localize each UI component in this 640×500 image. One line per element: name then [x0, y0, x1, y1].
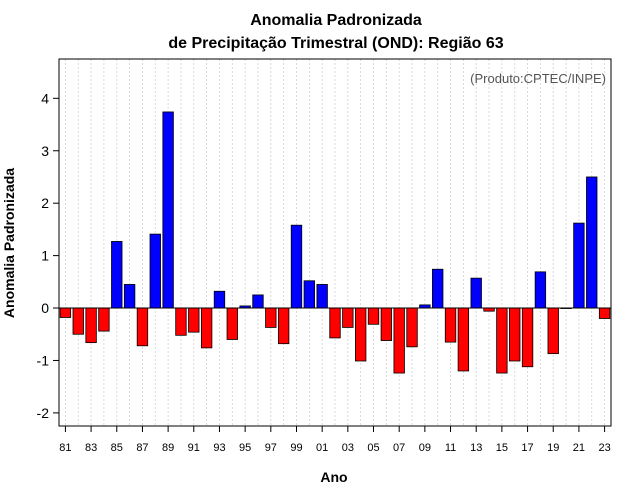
bar-2016	[509, 307, 521, 362]
bar-2003	[342, 307, 354, 328]
bar-1991	[188, 307, 200, 333]
x-tick-label: 93	[213, 442, 225, 454]
bar-1985	[111, 241, 123, 309]
bar-2013	[470, 277, 482, 309]
bar-1987	[136, 307, 149, 347]
x-tick-label: 91	[188, 442, 200, 454]
bar-2008	[406, 307, 418, 348]
grid-lines	[65, 59, 605, 426]
bar-1998	[277, 307, 290, 345]
bar-1982	[72, 307, 84, 335]
x-tick-label: 17	[521, 442, 533, 454]
chart-title: Anomalia Padronizada	[250, 12, 422, 29]
x-tick-label: 23	[598, 442, 610, 454]
y-tick-label: 4	[41, 90, 49, 106]
x-tick-label: 19	[547, 442, 559, 454]
bar-1983	[85, 307, 97, 344]
bar-2015	[496, 307, 508, 374]
x-axis: 81 83 85 87 89 91 93 95 97 99 01 03 05 07 09 11 13 15 17 19…	[59, 426, 611, 454]
y-axis: -2 -1 0 1 2 3 4	[37, 90, 59, 421]
bar-1986	[123, 284, 136, 309]
x-tick-label: 95	[239, 442, 251, 454]
x-tick-label: 01	[316, 442, 328, 454]
bar-1984	[98, 307, 110, 332]
bar-1992	[200, 307, 213, 349]
y-tick-label: -1	[37, 352, 50, 368]
y-tick-label: 2	[41, 195, 49, 211]
bar-2012	[457, 307, 470, 372]
x-tick-label: 13	[470, 442, 482, 454]
x-tick-label: 11	[445, 442, 456, 454]
chart-subtitle: de Precipitação Trimestral (OND): Região…	[168, 35, 503, 52]
x-tick-label: 89	[162, 442, 174, 454]
x-tick-label: 83	[85, 442, 97, 454]
x-tick-label: 03	[342, 442, 354, 454]
bar-2000	[303, 280, 315, 309]
bar-2023	[598, 307, 611, 319]
y-tick-label: 1	[41, 248, 49, 264]
bar-1993	[213, 290, 226, 309]
x-tick-label: 99	[290, 442, 302, 454]
x-axis-title: Ano	[320, 469, 347, 485]
bar-1981	[59, 307, 72, 318]
y-tick-label: 0	[41, 300, 49, 316]
bar-2019	[547, 307, 559, 355]
x-tick-label: 07	[393, 442, 405, 454]
plot-frame	[58, 58, 612, 427]
bar-2011	[444, 307, 457, 343]
bar-1994	[226, 307, 238, 340]
y-tick-label: -2	[37, 405, 50, 421]
credit-text: (Produto:CPTEC/INPE)	[470, 71, 606, 86]
bar-1999	[290, 224, 303, 309]
y-tick-label: 3	[41, 143, 49, 159]
x-tick-label: 21	[573, 442, 585, 454]
bar-2010	[432, 268, 444, 309]
y-axis-title: Anomalia Padronizada	[1, 168, 17, 318]
x-tick-label: 97	[265, 442, 277, 454]
x-tick-label: 87	[136, 442, 148, 454]
bar-1997	[265, 307, 277, 328]
bar-2018	[534, 271, 547, 309]
bar-1996	[252, 294, 264, 309]
bar-1990	[175, 307, 187, 336]
bar-2004	[355, 307, 367, 362]
bar-2007	[393, 307, 405, 374]
bar-1988	[149, 233, 161, 309]
bar-1989	[162, 111, 174, 309]
bar-2022	[586, 176, 598, 309]
bar-2001	[316, 284, 328, 309]
bars	[59, 111, 611, 374]
x-tick-label: 15	[496, 442, 508, 454]
x-tick-label: 81	[59, 442, 71, 454]
x-tick-label: 05	[367, 442, 379, 454]
bar-2006	[380, 307, 393, 341]
x-tick-label: 09	[419, 442, 431, 454]
bar-2017	[521, 307, 534, 368]
bar-2005	[367, 307, 380, 325]
bar-2021	[573, 222, 585, 309]
bar-2002	[329, 307, 341, 339]
x-tick-label: 85	[111, 442, 123, 454]
